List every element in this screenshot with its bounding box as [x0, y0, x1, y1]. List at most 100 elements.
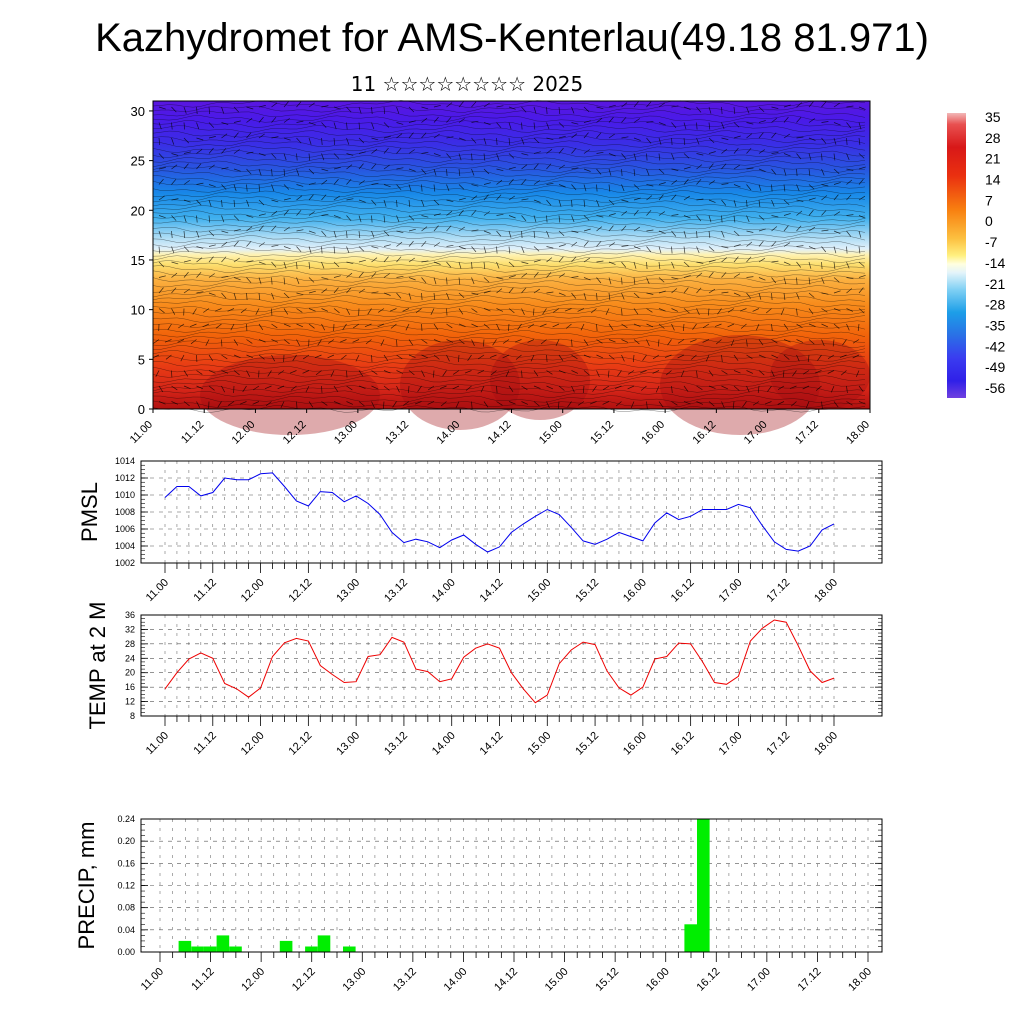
colorbar-label: -14 [985, 255, 1005, 271]
wind-barb [658, 211, 665, 216]
wind-barb [458, 209, 464, 216]
wind-barb [608, 213, 616, 216]
wind-barb [590, 308, 597, 314]
wind-barb [808, 209, 814, 216]
wind-barb [408, 199, 411, 208]
wind-barb [646, 246, 652, 253]
wind-barb [221, 241, 228, 247]
wind-barb [358, 122, 361, 130]
wind-barb [346, 385, 353, 391]
wind-barb [621, 225, 627, 232]
wind-barb [183, 106, 187, 114]
wind-barb [358, 199, 366, 203]
wind-barb [664, 354, 672, 358]
contour-line [152, 385, 866, 393]
wind-barb [646, 323, 654, 328]
wind-barb [658, 308, 666, 312]
wind-barb [483, 261, 486, 270]
wind-barb [196, 291, 204, 294]
x-tick-label: 12.12 [290, 966, 318, 994]
wind-barb [446, 292, 450, 300]
wind-barb [455, 401, 460, 408]
wind-barb [752, 401, 760, 406]
x-tick-label: 11.12 [179, 419, 206, 446]
wind-barb [846, 153, 850, 161]
wind-barb [746, 339, 748, 347]
wind-barb [383, 215, 386, 223]
wind-barb [708, 163, 714, 170]
wind-barb [583, 292, 587, 300]
wind-barb [846, 105, 854, 108]
wind-barb [221, 256, 227, 263]
wind-barb [196, 137, 204, 141]
wind-barb [508, 401, 516, 405]
wind-barb [557, 401, 560, 409]
y-tick-label: 0.16 [117, 858, 135, 868]
wind-barb [721, 291, 729, 294]
wind-barb [246, 199, 250, 207]
wind-barb [796, 210, 803, 216]
wind-barb [321, 122, 327, 128]
wind-barb [246, 260, 254, 263]
chart-title: Kazhydromet for AMS-Kenterlau(49.18 81.9… [95, 16, 929, 60]
wind-barb [558, 354, 564, 361]
contour-line [152, 260, 866, 268]
wind-barb [671, 308, 679, 312]
wind-barb [621, 153, 627, 160]
wind-barb [221, 230, 229, 234]
colorbar-label: 21 [985, 151, 1001, 167]
wind-barb [833, 122, 841, 126]
wind-barb [646, 339, 650, 347]
wind-barb [533, 271, 539, 278]
wind-barb [346, 178, 352, 185]
wind-barb [771, 152, 779, 154]
wind-barb [758, 292, 762, 300]
wind-barb [417, 385, 422, 392]
y-tick-label: 8 [130, 711, 135, 721]
x-tick-label: 13.12 [391, 966, 419, 994]
wind-barb [433, 199, 440, 206]
wind-barb [371, 199, 377, 206]
wind-barb [208, 136, 216, 139]
wind-barb [471, 401, 473, 409]
wind-barb [621, 308, 623, 316]
wind-barb [171, 106, 177, 113]
wind-barb [571, 256, 577, 263]
y-tick-label: 1006 [115, 524, 135, 534]
wind-barb [855, 370, 860, 378]
x-tick-label: 11.12 [192, 730, 219, 757]
contour-line [152, 175, 866, 183]
wind-barb [208, 147, 214, 154]
wind-barb [202, 323, 210, 328]
wind-barb [421, 370, 425, 377]
wind-barb [842, 339, 847, 346]
wind-barb [396, 230, 404, 234]
wind-barb [671, 323, 675, 331]
wind-barb [658, 277, 665, 283]
wind-barb [521, 137, 525, 145]
wind-barb [314, 354, 322, 359]
wind-barb [321, 323, 326, 331]
wind-barb [383, 354, 389, 361]
x-tick-label: 13.12 [382, 577, 410, 605]
wind-barb [583, 215, 590, 221]
contour-line [152, 335, 866, 343]
wind-barb [783, 225, 789, 232]
wind-barb [708, 259, 716, 263]
contour-line [152, 250, 866, 258]
wind-barb [421, 323, 423, 332]
wind-barb [183, 163, 189, 170]
wind-barb [483, 168, 490, 175]
wind-barb [371, 148, 378, 154]
wind-barb [430, 308, 435, 315]
wind-barb [421, 215, 429, 218]
wind-barb [696, 106, 702, 113]
wind-barb [721, 230, 725, 238]
precip-bar [203, 946, 217, 952]
wind-barb [483, 401, 489, 408]
wind-barb [233, 240, 239, 247]
wind-barb [246, 106, 254, 110]
wind-barb [521, 164, 528, 170]
wind-barb [533, 259, 541, 263]
wind-barb [433, 104, 441, 108]
